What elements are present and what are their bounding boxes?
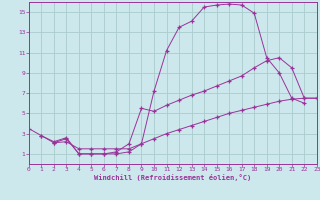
- X-axis label: Windchill (Refroidissement éolien,°C): Windchill (Refroidissement éolien,°C): [94, 174, 252, 181]
